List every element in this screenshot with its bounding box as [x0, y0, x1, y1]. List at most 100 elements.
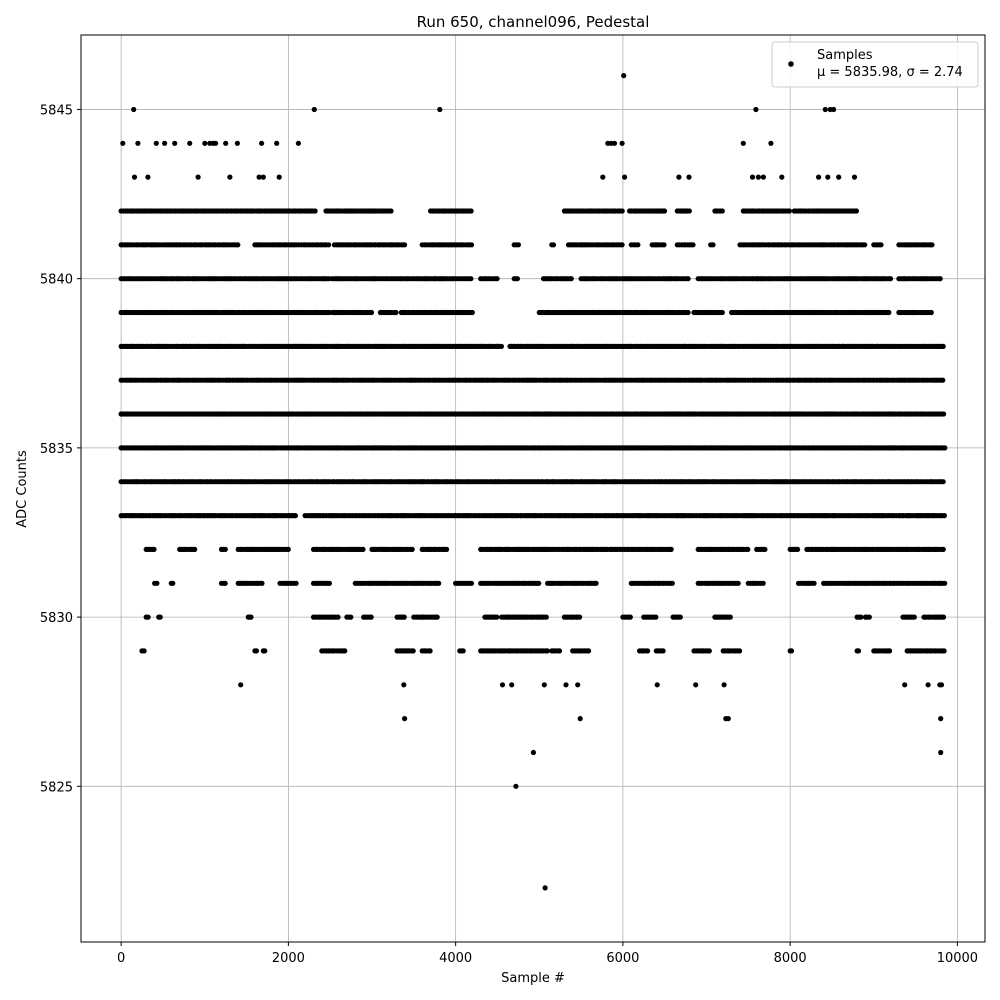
data-point	[685, 276, 691, 282]
data-point	[940, 343, 946, 349]
data-point	[853, 208, 860, 214]
data-point	[513, 783, 519, 789]
data-point	[262, 648, 268, 654]
data-point	[938, 682, 945, 688]
data-point	[862, 242, 868, 248]
data-point	[437, 106, 443, 113]
data-point	[460, 648, 466, 654]
data-point	[434, 614, 440, 620]
data-point	[238, 682, 244, 688]
data-point	[120, 140, 126, 146]
data-point	[811, 580, 817, 586]
data-point	[710, 242, 716, 248]
data-point	[468, 276, 474, 282]
data-point	[402, 242, 408, 248]
data-point	[514, 276, 521, 282]
data-point	[788, 648, 795, 654]
data-point	[276, 174, 282, 180]
data-point	[669, 580, 675, 586]
data-point	[556, 648, 563, 654]
data-point	[645, 648, 651, 654]
data-point	[515, 242, 522, 248]
data-point	[295, 140, 301, 146]
data-point	[586, 648, 592, 654]
x-tick-label: 10000	[937, 951, 978, 966]
data-point	[940, 479, 946, 485]
data-point	[836, 174, 842, 180]
data-point	[686, 174, 692, 180]
data-point	[145, 614, 151, 620]
data-point	[822, 106, 828, 113]
data-point	[388, 208, 394, 214]
data-point	[509, 682, 515, 688]
data-point	[544, 648, 550, 654]
x-tick-label: 8000	[774, 951, 807, 966]
data-point	[222, 580, 228, 586]
data-point	[157, 614, 163, 620]
data-point	[227, 174, 233, 180]
data-point	[342, 648, 348, 654]
y-tick-label: 5840	[40, 273, 73, 288]
data-point	[536, 580, 542, 586]
x-tick-label: 2000	[272, 951, 305, 966]
legend-series-name: Samples	[817, 48, 873, 63]
data-point	[187, 140, 193, 146]
data-point	[721, 682, 727, 688]
data-point	[737, 648, 743, 654]
x-axis-label: Sample #	[501, 971, 565, 986]
data-point	[402, 716, 408, 722]
data-point	[887, 648, 893, 654]
data-point	[550, 242, 557, 248]
data-point	[600, 174, 606, 180]
data-point	[942, 580, 948, 586]
data-point	[654, 682, 660, 688]
data-point	[436, 580, 442, 586]
data-point	[563, 682, 569, 688]
data-point	[941, 513, 948, 519]
data-point	[234, 140, 240, 146]
data-point	[661, 208, 668, 214]
data-point	[786, 208, 793, 214]
x-tick-label: 6000	[606, 951, 639, 966]
data-point	[469, 309, 475, 316]
data-point	[887, 276, 894, 282]
data-point	[740, 140, 746, 146]
data-point	[937, 276, 943, 282]
data-point	[831, 106, 837, 113]
data-point	[942, 445, 948, 451]
data-point	[660, 648, 666, 654]
y-axis-label: ADC Counts	[15, 450, 30, 528]
data-point	[619, 140, 625, 146]
data-point	[627, 614, 633, 620]
data-point	[725, 716, 731, 722]
data-point	[878, 242, 884, 248]
data-point	[192, 546, 198, 553]
y-tick-label: 5825	[40, 780, 73, 795]
data-point	[690, 242, 696, 248]
data-point	[795, 546, 801, 553]
data-point	[292, 513, 298, 519]
data-point	[427, 648, 433, 654]
data-point	[253, 648, 259, 654]
data-point	[676, 174, 682, 180]
data-point	[622, 174, 628, 180]
data-point	[468, 208, 474, 214]
data-point	[851, 174, 858, 180]
data-point	[753, 106, 759, 113]
data-point	[941, 648, 947, 654]
data-point	[530, 749, 537, 756]
data-point	[940, 377, 946, 383]
data-point	[494, 276, 500, 282]
data-point	[719, 208, 725, 214]
data-point	[172, 140, 178, 146]
data-point	[938, 716, 944, 722]
data-point	[494, 614, 500, 620]
data-point	[816, 174, 822, 180]
data-point	[499, 682, 506, 688]
y-tick-label: 5830	[40, 611, 73, 626]
data-point	[619, 242, 625, 248]
data-point	[401, 682, 407, 688]
data-point	[866, 614, 872, 620]
data-point	[719, 309, 725, 316]
